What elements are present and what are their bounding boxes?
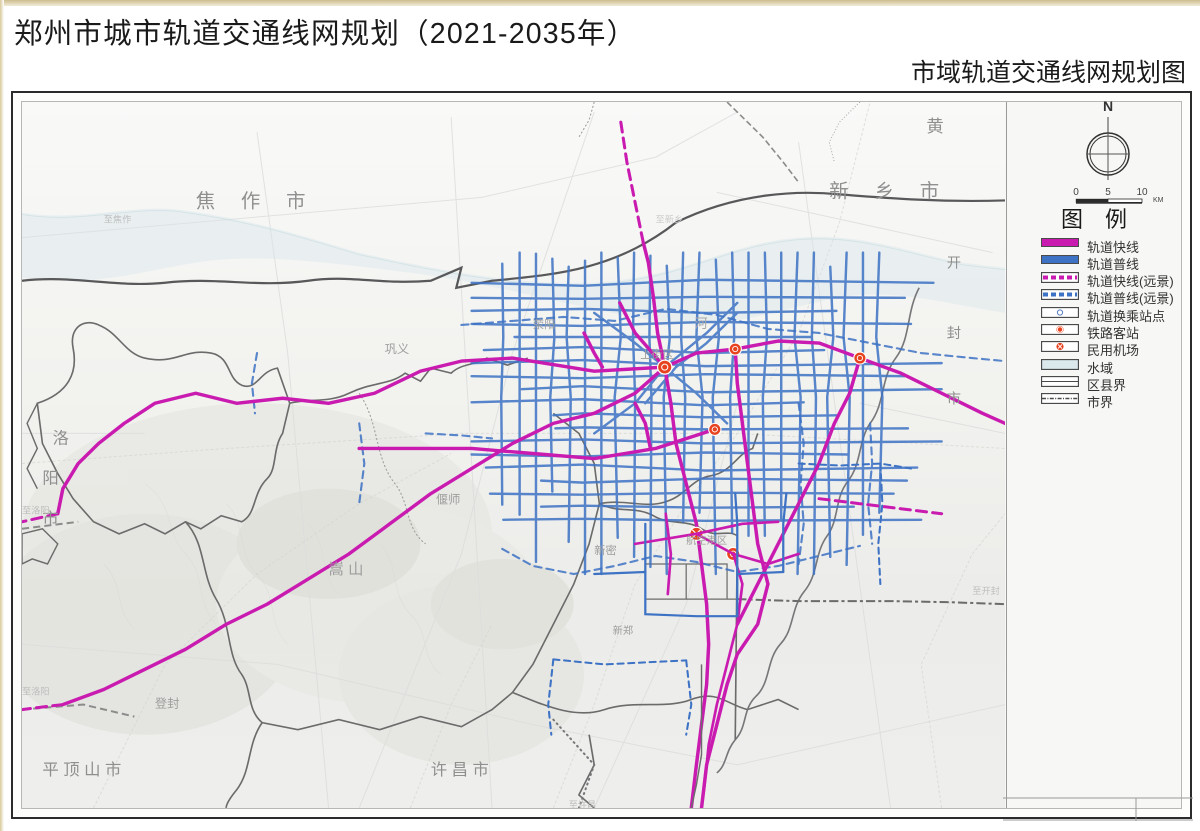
svg-text:航空港区: 航空港区: [686, 534, 727, 547]
svg-text:市: 市: [947, 390, 961, 407]
svg-text:至洛阳: 至洛阳: [22, 505, 50, 516]
svg-text:至焦作: 至焦作: [104, 214, 132, 225]
svg-text:至洛阳: 至洛阳: [22, 686, 50, 697]
svg-text:新密: 新密: [594, 543, 616, 557]
svg-text:偃师: 偃师: [436, 492, 460, 507]
svg-text:登封: 登封: [155, 696, 179, 711]
svg-text:巩义: 巩义: [385, 342, 409, 356]
svg-text:焦 作 市: 焦 作 市: [196, 191, 316, 213]
svg-text:荥阳: 荥阳: [533, 317, 555, 331]
svg-text:新郑: 新郑: [613, 624, 633, 637]
svg-text:至新乡: 至新乡: [656, 214, 684, 225]
svg-text:至许昌: 至许昌: [569, 799, 597, 808]
svg-text:上街区: 上街区: [640, 347, 674, 361]
svg-text:至开封: 至开封: [972, 585, 1000, 596]
svg-text:开: 开: [947, 256, 961, 272]
svg-text:嵩 山: 嵩 山: [329, 561, 364, 578]
svg-text:阳: 阳: [42, 470, 58, 488]
svg-text:洛: 洛: [53, 430, 69, 448]
svg-text:封: 封: [947, 326, 961, 342]
svg-text:许 昌 市: 许 昌 市: [431, 761, 489, 779]
svg-text:黄: 黄: [926, 116, 943, 136]
svg-text:平 顶 山 市: 平 顶 山 市: [42, 761, 121, 779]
svg-text:新 乡 市: 新 乡 市: [829, 181, 949, 203]
svg-text:河: 河: [694, 316, 707, 331]
